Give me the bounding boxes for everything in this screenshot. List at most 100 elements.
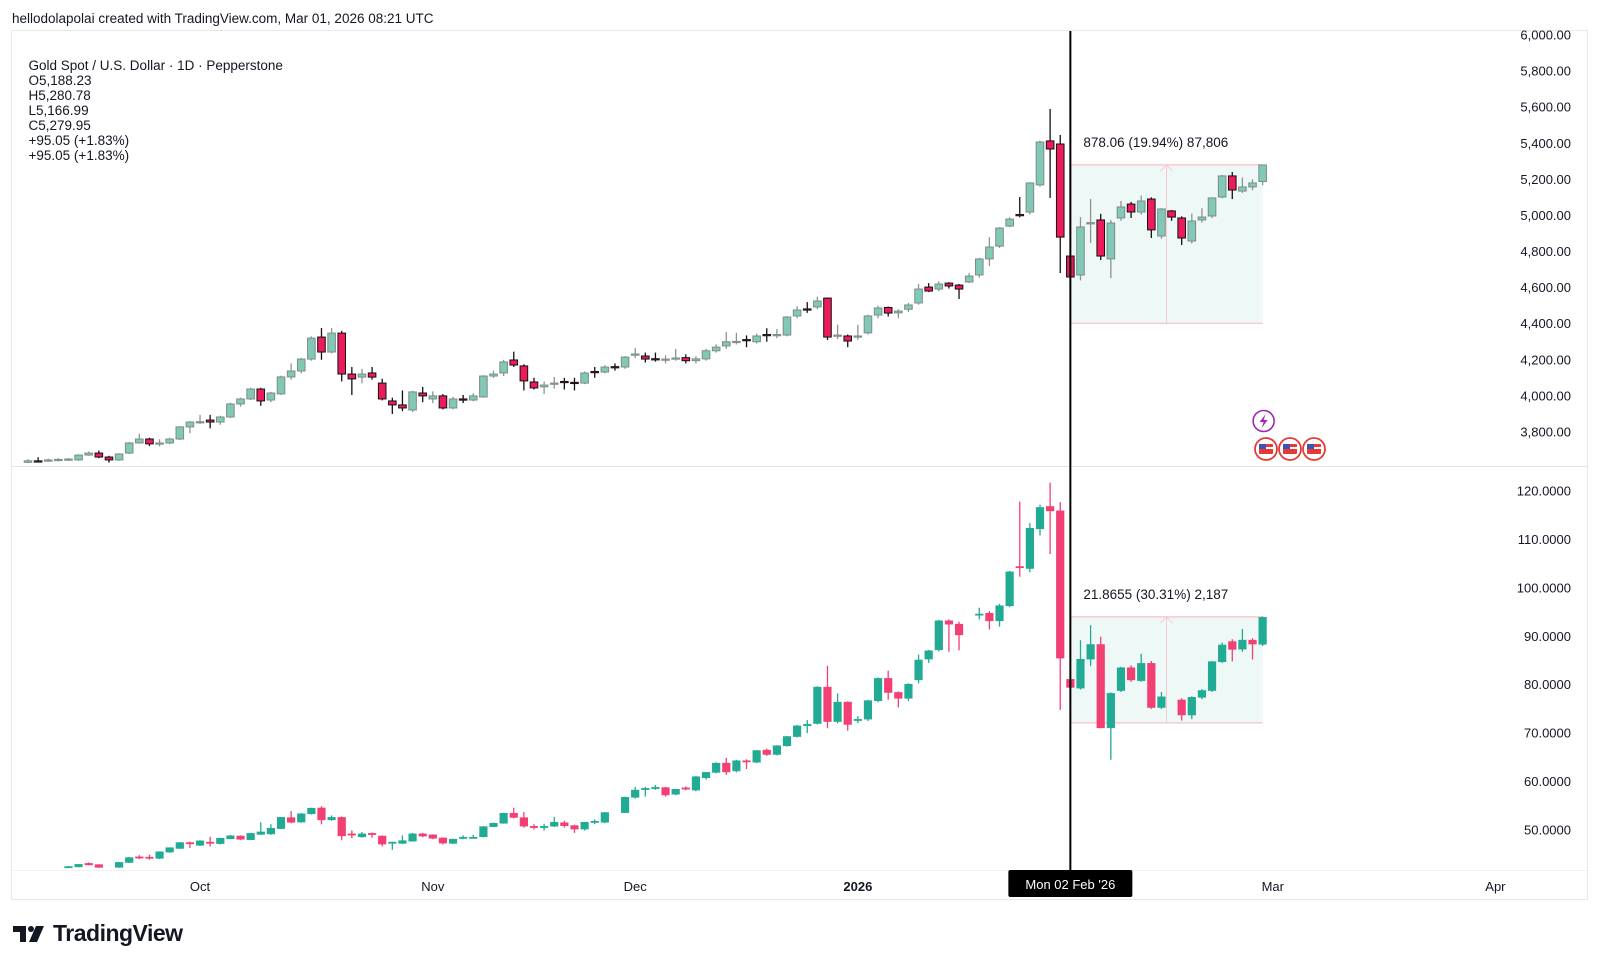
chart-frame[interactable]: [11, 30, 1588, 900]
gold-candle: [681, 354, 691, 364]
silver-candle-body: [317, 807, 326, 821]
tradingview-logo[interactable]: TradingView: [13, 920, 183, 947]
silver-candle-body: [833, 701, 842, 722]
silver-candle: [479, 826, 488, 838]
gold-price-tick-label: 4,800.00: [1520, 244, 1571, 259]
silver-candle-body: [1096, 644, 1105, 729]
gold-candle-body: [600, 366, 610, 373]
silver-candle: [732, 759, 741, 773]
gold-candle: [600, 365, 610, 374]
gold-candle-body: [974, 258, 984, 276]
gold-candle-body: [964, 275, 974, 283]
gold-candle: [448, 396, 458, 410]
gold-candle: [1248, 179, 1257, 191]
gold-candle-body: [529, 381, 539, 389]
silver-candle: [671, 788, 680, 796]
gold-candle: [914, 284, 923, 305]
silver-candle: [954, 621, 964, 651]
silver-candle: [529, 824, 539, 830]
silver-candle-body: [661, 787, 670, 796]
gold-candle: [175, 426, 185, 441]
silver-candle-body: [1126, 667, 1136, 681]
silver-candle: [297, 813, 306, 823]
gold-candle: [782, 316, 792, 337]
gold-candle-body: [165, 438, 174, 444]
gold-candle-body: [651, 358, 660, 361]
gold-candle-body: [701, 350, 711, 360]
silver-candle: [853, 716, 862, 723]
silver-candle: [1207, 660, 1217, 692]
silver-candle: [894, 691, 903, 708]
gold-candle: [317, 328, 326, 360]
gold-candle-body: [570, 381, 579, 385]
silver-candle-body: [438, 837, 448, 844]
silver-candle-body: [135, 856, 144, 859]
silver-candle-body: [1035, 507, 1045, 530]
gold-candle-body: [1238, 186, 1247, 192]
silver-candle-body: [975, 613, 984, 616]
gold-candle: [307, 336, 316, 361]
gold-candle: [1147, 197, 1156, 238]
us-flag-event-icon: [1278, 437, 1302, 461]
gold-candle-body: [398, 404, 407, 409]
legend-symbol[interactable]: Gold Spot / U.S. Dollar · 1D · Peppersto…: [28, 58, 283, 73]
gold-candle-body: [1157, 208, 1166, 237]
gold-candle: [823, 297, 832, 340]
silver-candle: [155, 851, 164, 860]
gold-candle: [246, 387, 255, 400]
silver-candle: [823, 665, 832, 729]
gold-candle: [377, 378, 387, 401]
gold-candle-body: [23, 460, 33, 463]
flag-canton: [1259, 444, 1266, 449]
gold-candle-body: [802, 308, 812, 311]
silver-candle: [1248, 638, 1257, 660]
gold-candle: [195, 414, 205, 424]
time-axis-label: Oct: [190, 879, 211, 894]
gold-candle: [560, 377, 569, 390]
silver-candle-body: [641, 788, 650, 790]
gold-price-tick-label: 5,200.00: [1520, 172, 1571, 187]
gold-candle-body: [681, 357, 691, 362]
silver-candle: [1187, 696, 1196, 720]
chart-attribution: hellodolapolai created with TradingView.…: [12, 11, 434, 26]
silver-candle-body: [1147, 663, 1156, 708]
silver-candle-body: [347, 833, 356, 836]
gold-candle: [1025, 182, 1035, 215]
gold-candle: [661, 355, 670, 364]
flag-canton: [1307, 444, 1314, 449]
gold-candle: [296, 357, 306, 374]
gold-candle: [155, 439, 164, 447]
silver-candle: [1005, 570, 1014, 608]
silver-candle: [681, 786, 690, 791]
gold-candle: [944, 282, 954, 289]
silver-candle-body: [732, 760, 741, 772]
gold-candle: [94, 450, 104, 459]
silver-candle-body: [489, 822, 498, 827]
silver-candle: [1106, 692, 1115, 760]
gold-candle: [215, 415, 225, 425]
gold-candle: [701, 348, 711, 361]
gold-candle-body: [84, 452, 94, 456]
silver-candle-body: [924, 650, 933, 660]
silver-candle-body: [64, 866, 73, 869]
gold-candle-body: [863, 315, 873, 334]
silver-candle-body: [1046, 506, 1055, 512]
gold-candle: [580, 371, 589, 385]
silver-candle: [206, 836, 215, 847]
silver-candle: [1076, 640, 1085, 690]
time-axis-label: Mar: [1262, 879, 1285, 894]
silver-candle: [195, 840, 205, 846]
gold-candle: [1116, 201, 1126, 221]
legend-change: +95.05 (+1.83%): [28, 133, 130, 148]
silver-candle: [924, 649, 933, 663]
gold-candle: [863, 314, 873, 335]
gold-candle: [74, 454, 83, 461]
gold-candle-body: [1045, 140, 1055, 150]
silver-candle-body: [499, 813, 508, 824]
silver-candle: [1228, 639, 1237, 662]
silver-candle-body: [226, 835, 235, 840]
gold-candle: [539, 381, 549, 395]
gold-candle: [873, 305, 883, 319]
gold-candle: [124, 441, 134, 454]
